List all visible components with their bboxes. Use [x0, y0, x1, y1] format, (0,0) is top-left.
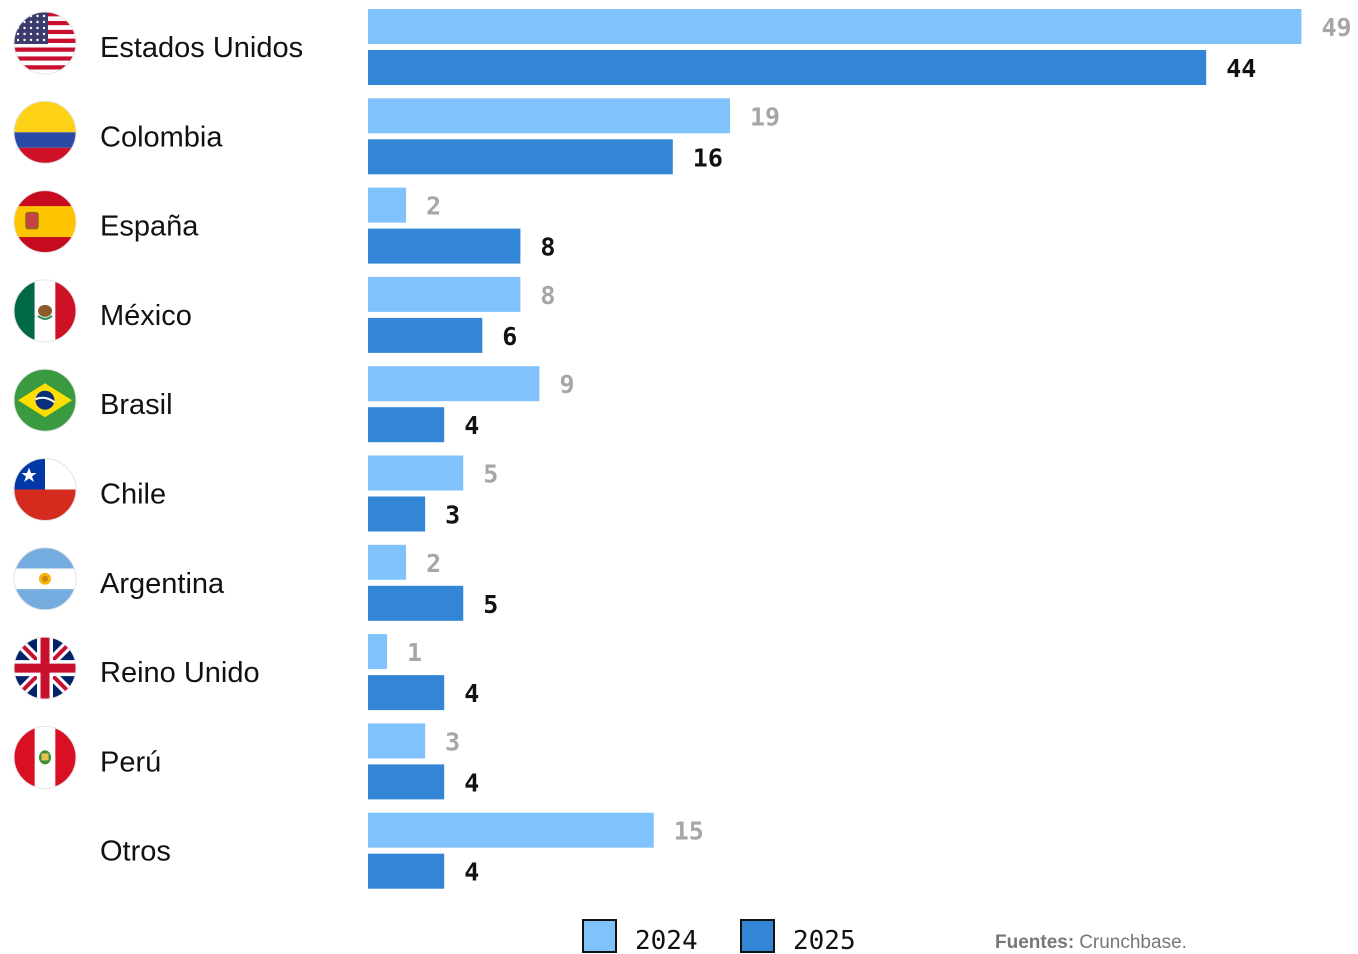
category-label: Colombia — [100, 121, 223, 153]
usa-flag-icon — [13, 11, 77, 75]
bar-2025 — [368, 317, 483, 353]
value-label-2024: 2 — [426, 549, 441, 578]
row-brasil: Brasil 9 4 — [13, 366, 575, 443]
bar-2024 — [368, 634, 388, 670]
value-label-2025: 8 — [540, 233, 555, 262]
bar-2025 — [368, 50, 1207, 85]
category-label: Otros — [100, 836, 171, 868]
legend-swatch-2025 — [740, 919, 775, 953]
source-note: Fuentes: Crunchbase. — [995, 932, 1187, 953]
row-otros: Otros 15 4 — [100, 812, 704, 889]
value-label-2024: 3 — [445, 727, 460, 756]
bar-2025 — [368, 853, 445, 889]
row-argentina: Argentina 2 5 — [13, 544, 498, 621]
category-label: Reino Unido — [100, 657, 260, 689]
value-label-2025: 4 — [464, 679, 479, 708]
mexico-flag-icon — [13, 279, 77, 343]
bar-2025 — [368, 407, 445, 443]
value-label-2025: 44 — [1226, 54, 1256, 83]
bar-2024 — [368, 723, 426, 759]
bar-2024 — [368, 276, 521, 312]
value-label-2025: 5 — [483, 590, 498, 619]
category-label: Estados Unidos — [100, 32, 303, 64]
category-label: España — [100, 211, 199, 243]
bar-2025 — [368, 764, 445, 800]
row-peru: Perú 34 — [13, 723, 479, 800]
bar-2025 — [368, 139, 673, 175]
value-label-2025: 4 — [464, 411, 479, 440]
value-label-2025: 3 — [445, 501, 460, 530]
bar-2025 — [368, 585, 464, 621]
peru-flag-icon — [13, 725, 77, 789]
row-reino-unido: Reino Unido 1 4 — [13, 634, 479, 711]
value-label-2025: 6 — [502, 322, 517, 351]
bar-2024 — [368, 812, 654, 848]
legend-label-2025: 2025 — [793, 926, 856, 954]
value-label-2024: 8 — [540, 281, 555, 310]
row-mexico: México 86 — [13, 276, 555, 353]
bar-2024 — [368, 9, 1302, 44]
colombia-flag-icon — [13, 100, 77, 164]
uk-flag-icon — [13, 636, 77, 700]
legend: 2024 2025 — [582, 919, 856, 954]
bar-2025 — [368, 496, 426, 532]
category-label: Argentina — [100, 568, 225, 600]
value-label-2024: 1 — [407, 638, 422, 667]
value-label-2025: 4 — [464, 858, 479, 887]
category-label: Perú — [100, 746, 161, 778]
category-label: México — [100, 300, 192, 332]
chile-flag-icon — [13, 458, 77, 521]
legend-swatch-2024 — [582, 919, 617, 953]
spain-flag-icon — [13, 190, 77, 254]
value-label-2024: 15 — [674, 817, 704, 846]
value-label-2025: 16 — [693, 143, 723, 172]
value-label-2024: 9 — [559, 370, 574, 399]
category-label: Brasil — [100, 389, 173, 421]
brazil-flag-icon — [13, 368, 77, 432]
legend-label-2024: 2024 — [635, 926, 698, 954]
bar-2025 — [368, 228, 521, 264]
bar-2025 — [368, 675, 445, 711]
row-estados-unidos: Estados Unidos 49 44 — [13, 9, 1352, 85]
chart-rows: Estados Unidos4944Colombia1916España28Mé… — [13, 9, 1352, 889]
value-label-2024: 5 — [483, 460, 498, 489]
argentina-flag-icon — [13, 547, 77, 611]
value-label-2024: 49 — [1321, 13, 1351, 42]
bar-2024 — [368, 366, 540, 402]
bar-2024 — [368, 187, 407, 223]
row-espana: España 2 8 — [13, 187, 555, 264]
bar-2024 — [368, 544, 407, 580]
bar-2024 — [368, 455, 464, 491]
bar-2024 — [368, 98, 730, 134]
value-label-2025: 4 — [464, 768, 479, 797]
value-label-2024: 2 — [426, 192, 441, 221]
source-label-bold: Fuentes: Crunchbase. — [995, 932, 1187, 953]
row-colombia: Colombia 19 16 — [13, 98, 780, 175]
row-chile: Chile 53 — [13, 455, 498, 532]
value-label-2024: 19 — [750, 102, 780, 131]
category-label: Chile — [100, 479, 166, 511]
